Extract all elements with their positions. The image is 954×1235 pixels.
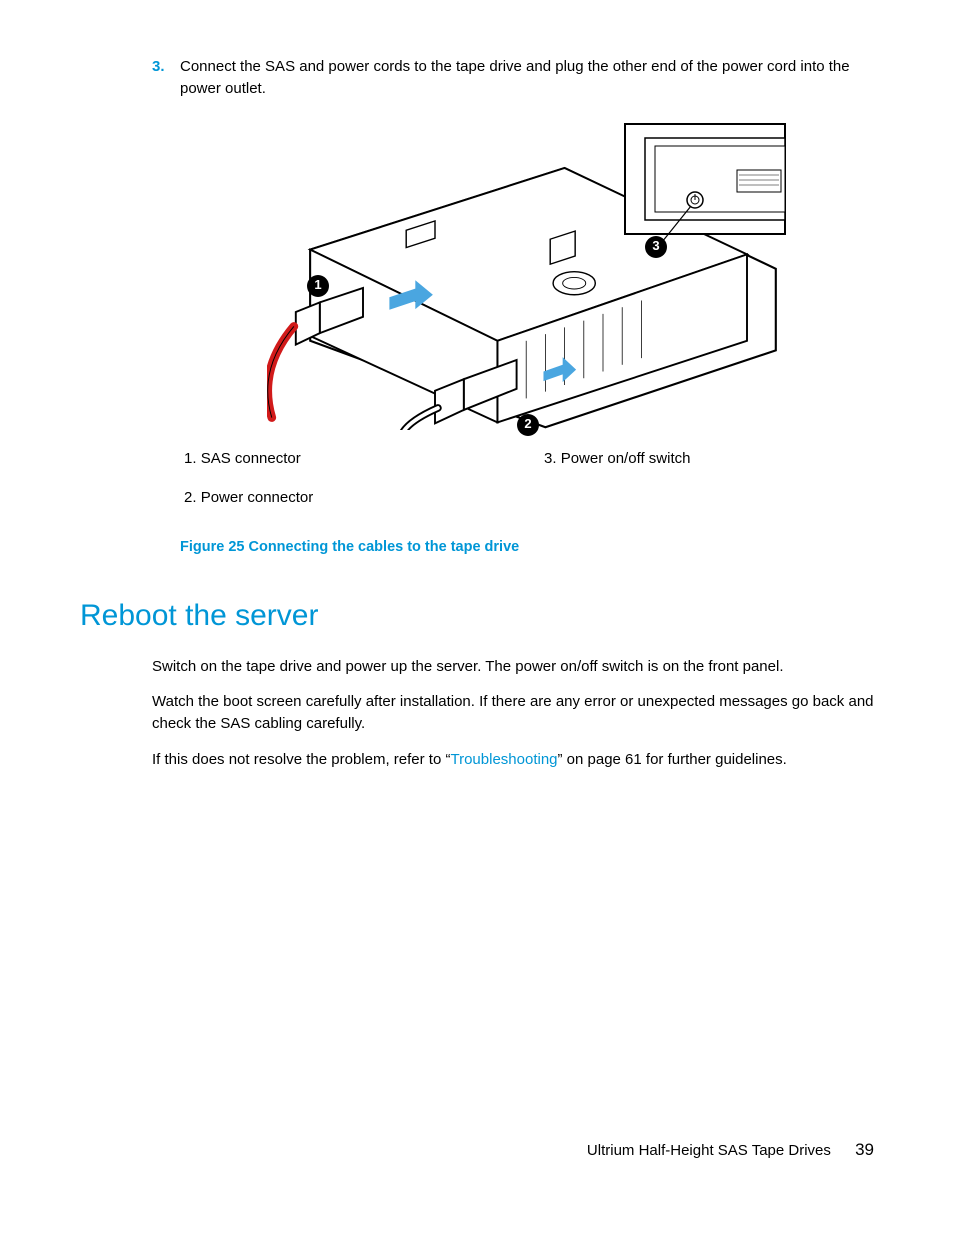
step-item: 3. Connect the SAS and power cords to th… xyxy=(152,56,874,100)
figure-caption-text: Connecting the cables to the tape drive xyxy=(249,539,520,555)
body-paragraph: Watch the boot screen carefully after in… xyxy=(152,691,874,735)
section-heading: Reboot the server xyxy=(80,594,874,638)
legend-num: 1. xyxy=(184,450,197,467)
body-paragraph: Switch on the tape drive and power up th… xyxy=(152,656,874,678)
figure-image: 1 2 3 xyxy=(267,120,787,430)
legend-num: 3. xyxy=(544,450,557,467)
footer-title: Ultrium Half-Height SAS Tape Drives xyxy=(587,1142,831,1159)
page-footer: Ultrium Half-Height SAS Tape Drives 39 xyxy=(80,1138,874,1163)
figure-callout-2: 2 xyxy=(517,414,539,436)
step-number: 3. xyxy=(152,56,180,100)
para-text: ” on page 61 for further guidelines. xyxy=(558,751,787,768)
troubleshooting-link[interactable]: Troubleshooting xyxy=(450,751,557,768)
figure-caption: Figure 25 Connecting the cables to the t… xyxy=(180,537,874,558)
legend-item: 3. Power on/off switch xyxy=(544,448,874,470)
figure-block: 1 2 3 1. SAS connector 3. Power on/off s… xyxy=(180,120,874,559)
legend-num: 2. xyxy=(184,489,197,506)
body-paragraph: If this does not resolve the problem, re… xyxy=(152,749,874,771)
legend-label: SAS connector xyxy=(201,450,301,467)
figure-caption-prefix: Figure 25 xyxy=(180,539,244,555)
page-number: 39 xyxy=(855,1140,874,1159)
figure-callout-1: 1 xyxy=(307,275,329,297)
legend-label: Power on/off switch xyxy=(561,450,691,467)
para-text: If this does not resolve the problem, re… xyxy=(152,751,450,768)
legend-item: 1. SAS connector xyxy=(184,448,514,470)
legend-label: Power connector xyxy=(201,489,314,506)
legend-item: 2. Power connector xyxy=(184,487,514,509)
step-text: Connect the SAS and power cords to the t… xyxy=(180,56,874,100)
figure-callout-3: 3 xyxy=(645,236,667,258)
figure-legend: 1. SAS connector 3. Power on/off switch … xyxy=(180,448,874,510)
